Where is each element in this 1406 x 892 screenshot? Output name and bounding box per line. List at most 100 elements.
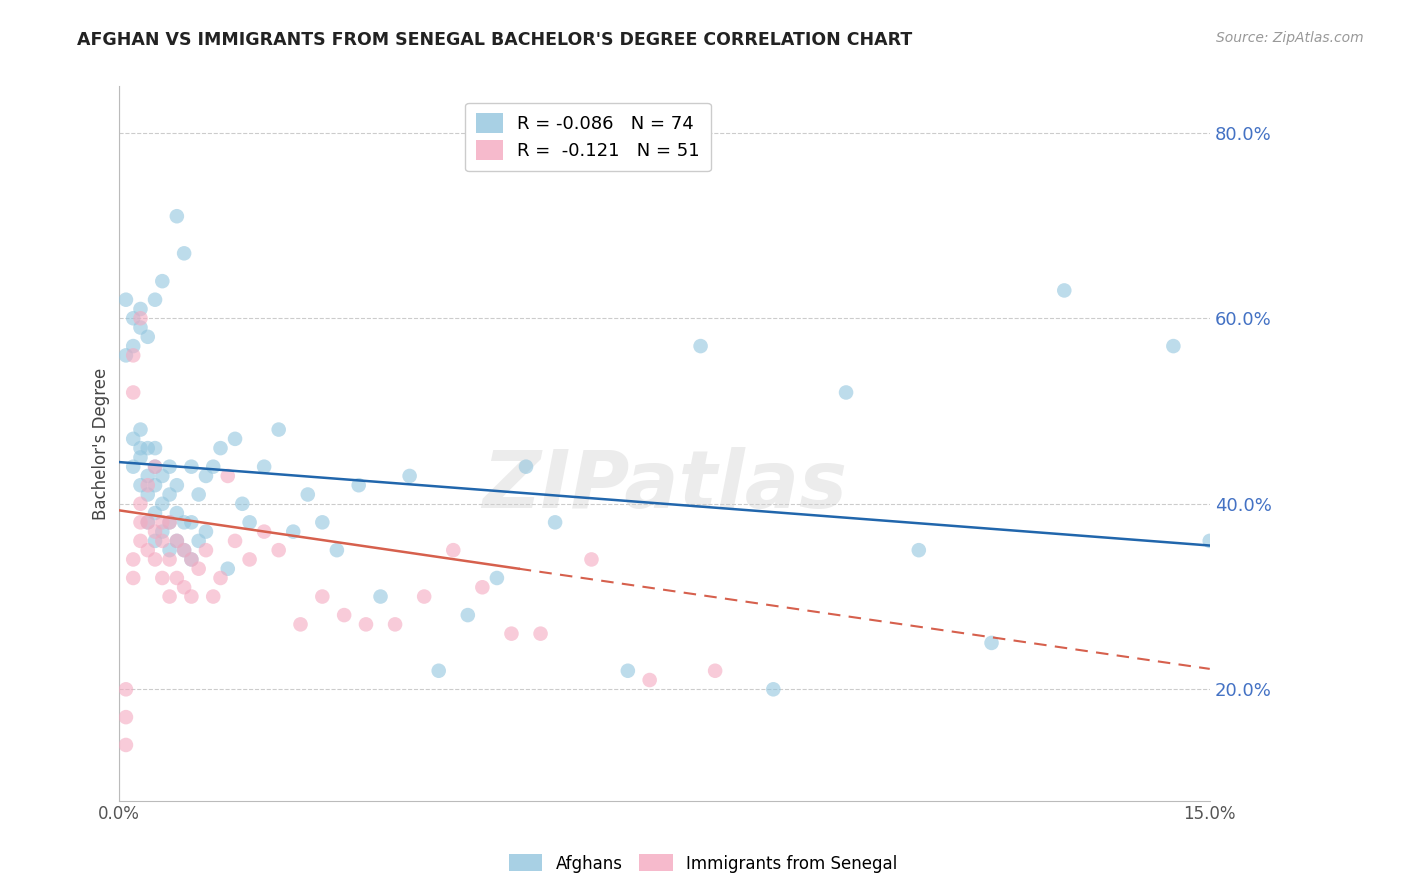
Point: [166, 209, 188, 223]
Point: [1198, 533, 1220, 548]
Point: [115, 738, 138, 752]
Legend: R = -0.086   N = 74, R =  -0.121   N = 51: R = -0.086 N = 74, R = -0.121 N = 51: [465, 103, 711, 171]
Point: [166, 571, 188, 585]
Point: [441, 543, 464, 558]
Point: [150, 516, 173, 530]
Point: [515, 459, 537, 474]
Point: [180, 459, 202, 474]
Point: [202, 590, 225, 604]
Point: [311, 590, 333, 604]
Point: [143, 459, 166, 474]
Point: [150, 533, 173, 548]
Point: [150, 571, 173, 585]
Point: [143, 478, 166, 492]
Point: [617, 664, 640, 678]
Point: [311, 516, 333, 530]
Point: [283, 524, 305, 539]
Text: AFGHAN VS IMMIGRANTS FROM SENEGAL BACHELOR'S DEGREE CORRELATION CHART: AFGHAN VS IMMIGRANTS FROM SENEGAL BACHEL…: [77, 31, 912, 49]
Point: [150, 524, 173, 539]
Point: [115, 710, 138, 724]
Point: [136, 516, 159, 530]
Point: [129, 441, 152, 455]
Point: [209, 441, 232, 455]
Point: [159, 543, 181, 558]
Point: [136, 516, 159, 530]
Point: [143, 459, 166, 474]
Point: [194, 524, 217, 539]
Point: [217, 469, 239, 483]
Point: [239, 516, 262, 530]
Point: [143, 533, 166, 548]
Point: [143, 441, 166, 455]
Point: [129, 423, 152, 437]
Point: [297, 487, 319, 501]
Point: [122, 339, 145, 353]
Point: [159, 516, 181, 530]
Point: [166, 533, 188, 548]
Point: [129, 533, 152, 548]
Point: [980, 636, 1002, 650]
Legend: Afghans, Immigrants from Senegal: Afghans, Immigrants from Senegal: [502, 847, 904, 880]
Point: [122, 385, 145, 400]
Point: [143, 293, 166, 307]
Point: [159, 552, 181, 566]
Point: [173, 543, 195, 558]
Point: [136, 478, 159, 492]
Point: [907, 543, 929, 558]
Point: [501, 626, 523, 640]
Point: [159, 459, 181, 474]
Point: [122, 432, 145, 446]
Point: [267, 543, 290, 558]
Point: [159, 487, 181, 501]
Point: [704, 664, 727, 678]
Point: [194, 543, 217, 558]
Point: [122, 552, 145, 566]
Point: [166, 506, 188, 520]
Point: [762, 682, 785, 697]
Point: [173, 543, 195, 558]
Point: [136, 543, 159, 558]
Point: [224, 432, 246, 446]
Point: [1163, 339, 1185, 353]
Point: [173, 246, 195, 260]
Point: [129, 320, 152, 334]
Point: [333, 608, 356, 623]
Point: [115, 348, 138, 362]
Point: [180, 552, 202, 566]
Point: [209, 571, 232, 585]
Point: [143, 552, 166, 566]
Point: [224, 533, 246, 548]
Point: [413, 590, 436, 604]
Point: [267, 423, 290, 437]
Point: [136, 330, 159, 344]
Point: [166, 533, 188, 548]
Point: [485, 571, 508, 585]
Point: [253, 524, 276, 539]
Point: [217, 562, 239, 576]
Point: [166, 478, 188, 492]
Point: [122, 348, 145, 362]
Point: [187, 533, 209, 548]
Point: [180, 590, 202, 604]
Point: [253, 459, 276, 474]
Point: [159, 590, 181, 604]
Point: [427, 664, 450, 678]
Point: [457, 608, 479, 623]
Point: [129, 497, 152, 511]
Point: [835, 385, 858, 400]
Point: [129, 301, 152, 316]
Point: [180, 552, 202, 566]
Point: [471, 580, 494, 594]
Point: [202, 459, 225, 474]
Point: [115, 682, 138, 697]
Point: [180, 516, 202, 530]
Point: [290, 617, 312, 632]
Point: [689, 339, 711, 353]
Point: [544, 516, 567, 530]
Point: [150, 274, 173, 288]
Point: [115, 293, 138, 307]
Point: [326, 543, 349, 558]
Point: [129, 311, 152, 326]
Point: [129, 516, 152, 530]
Point: [143, 524, 166, 539]
